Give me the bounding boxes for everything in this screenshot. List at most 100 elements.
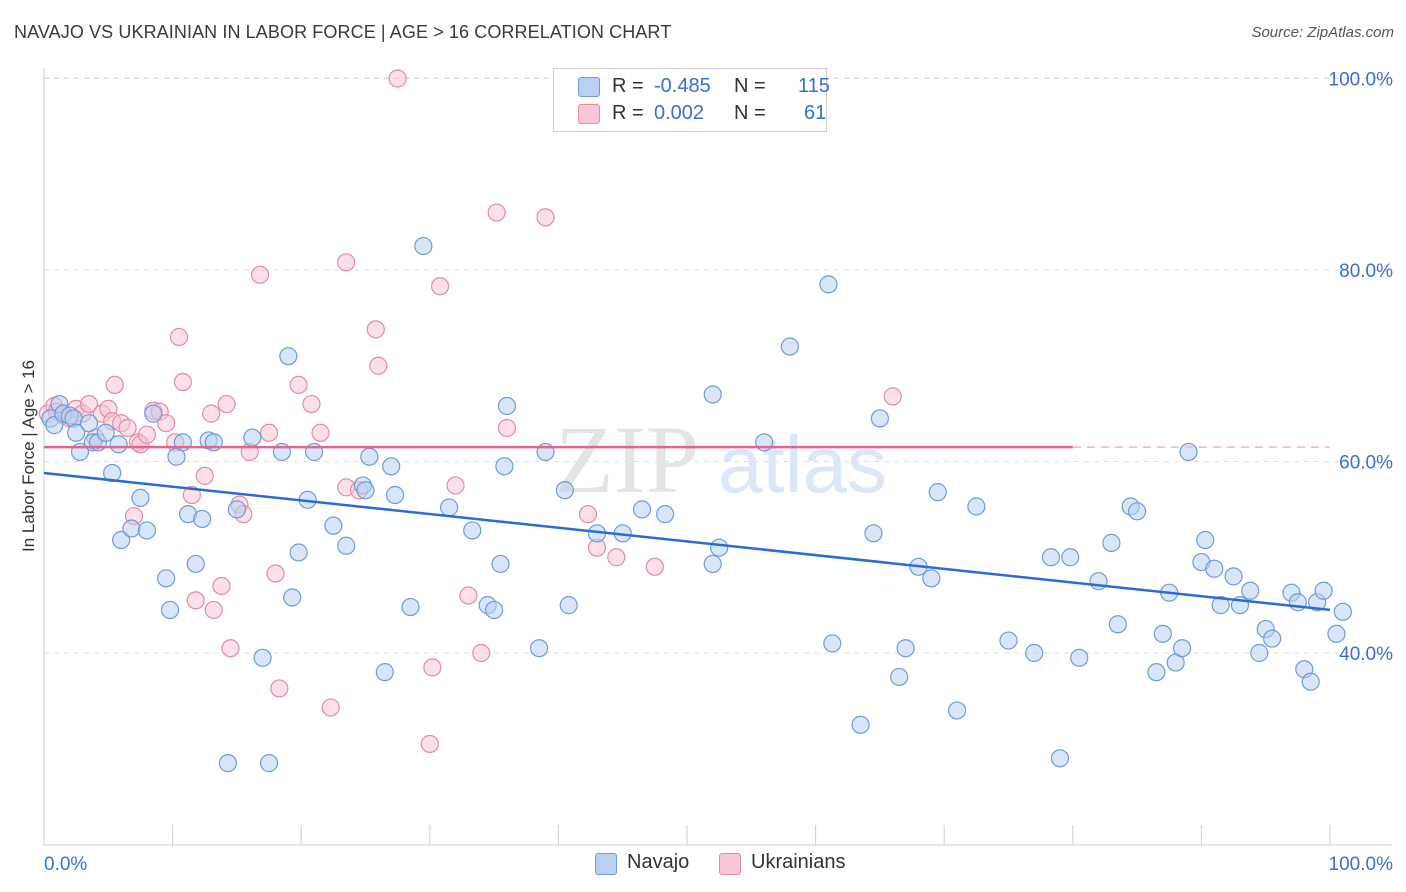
ukrainians-point: [472, 643, 491, 663]
navajo-legend-swatch: [595, 853, 617, 875]
navajo-point: [79, 414, 99, 433]
navajo-point: [823, 634, 842, 653]
navajo-point: [530, 639, 549, 658]
navajo-point: [1250, 643, 1269, 663]
navajo-n-label: N =: [734, 75, 766, 97]
navajo-point: [218, 754, 237, 773]
navajo-legend-label: Navajo: [627, 851, 690, 873]
ukrainians-point: [883, 387, 902, 406]
ukrainians-point: [311, 423, 330, 442]
ukrainians-point: [366, 320, 385, 339]
navajo-point: [491, 554, 510, 574]
navajo-point: [375, 663, 394, 682]
y-axis-label-wrap: In Labor Force | Age > 16: [14, 360, 44, 552]
y-tick-label: 80.0%: [1339, 261, 1393, 282]
navajo-point: [157, 569, 176, 588]
navajo-point: [851, 715, 870, 734]
navajo-point: [1241, 581, 1260, 600]
navajo-point: [401, 597, 420, 617]
navajo-point: [967, 497, 986, 516]
navajo-point: [382, 457, 401, 476]
source-credit: Source: ZipAtlas.com: [1251, 24, 1394, 41]
navajo-point: [1263, 629, 1282, 648]
ukrainians-point: [250, 265, 270, 284]
stats-legend: R = -0.485 N = 115 R = 0.002 N = 61: [553, 68, 830, 132]
navajo-r-label: R =: [612, 75, 644, 97]
navajo-point: [1041, 548, 1061, 567]
ukrainians-r-value: 0.002: [654, 102, 705, 124]
navajo-point: [555, 481, 574, 500]
navajo-trend-line: [43, 471, 1331, 612]
navajo-point: [559, 596, 578, 615]
navajo-point: [96, 423, 115, 442]
navajo-point: [360, 447, 379, 466]
navajo-point: [227, 500, 246, 519]
ukrainians-point: [430, 277, 450, 296]
ukrainians-point: [270, 679, 289, 698]
navajo-point: [356, 481, 375, 500]
navajo-point: [144, 404, 163, 423]
ukrainians-point: [259, 423, 279, 442]
ukrainians-point: [369, 356, 388, 375]
navajo-point: [928, 483, 947, 502]
ukrainians-point: [186, 591, 205, 610]
navajo-point: [1108, 615, 1127, 634]
navajo-point: [890, 667, 909, 687]
ukrainians-point: [118, 418, 137, 438]
navajo-point: [1050, 749, 1070, 768]
ukrainians-point: [79, 394, 99, 414]
ukrainians-point: [217, 394, 236, 414]
navajo-point: [131, 488, 150, 507]
ukrainians-point: [423, 658, 442, 677]
navajo-point: [870, 409, 890, 428]
navajo-point: [656, 505, 675, 524]
navajo-point: [253, 648, 272, 667]
navajo-point: [947, 701, 967, 720]
ukrainians-point: [204, 600, 223, 620]
ukrainians-point: [169, 327, 189, 347]
ukrainians-point: [157, 414, 176, 433]
navajo-point: [283, 588, 302, 607]
navajo-point: [1333, 602, 1352, 621]
watermark-zip: ZIP: [555, 406, 699, 513]
ukrainians-point: [420, 734, 439, 754]
navajo-point: [1301, 672, 1320, 691]
navajo-swatch: [578, 77, 600, 97]
navajo-point: [279, 347, 298, 366]
navajo-point: [999, 631, 1018, 650]
navajo-point: [780, 337, 799, 356]
navajo-point: [1025, 643, 1044, 663]
chart-title: NAVAJO VS UKRAINIAN IN LABOR FORCE | AGE…: [14, 22, 672, 42]
ukrainians-point: [497, 418, 517, 438]
navajo-point: [1102, 533, 1121, 552]
navajo-n-value: 115: [798, 75, 830, 97]
navajo-point: [439, 498, 459, 517]
watermark: ZIP atlas: [555, 406, 887, 513]
navajo-point: [1179, 442, 1198, 462]
navajo-point: [710, 538, 729, 557]
navajo-point: [289, 543, 308, 562]
ukrainians-point: [202, 404, 221, 423]
navajo-point: [463, 521, 482, 540]
y-axis-label: In Labor Force | Age > 16: [19, 359, 38, 553]
navajo-point: [1070, 648, 1089, 667]
navajo-point: [485, 600, 504, 620]
navajo-point: [1314, 581, 1333, 600]
ukrainians-legend-label: Ukrainians: [751, 851, 846, 873]
navajo-point: [819, 275, 838, 294]
navajo-r-value: -0.485: [654, 75, 711, 97]
navajo-point: [109, 435, 128, 454]
navajo-point: [324, 516, 343, 535]
navajo-point: [414, 236, 433, 256]
ukrainians-point: [487, 203, 506, 222]
ukrainians-n-label: N =: [734, 102, 766, 124]
ukrainians-point: [266, 564, 285, 583]
navajo-point: [497, 396, 517, 416]
navajo-point: [1224, 567, 1243, 586]
ukrainians-point: [105, 375, 124, 394]
ukrainians-point: [321, 698, 340, 717]
navajo-point: [1127, 502, 1147, 521]
navajo-point: [67, 423, 86, 442]
navajo-point: [1211, 596, 1230, 615]
